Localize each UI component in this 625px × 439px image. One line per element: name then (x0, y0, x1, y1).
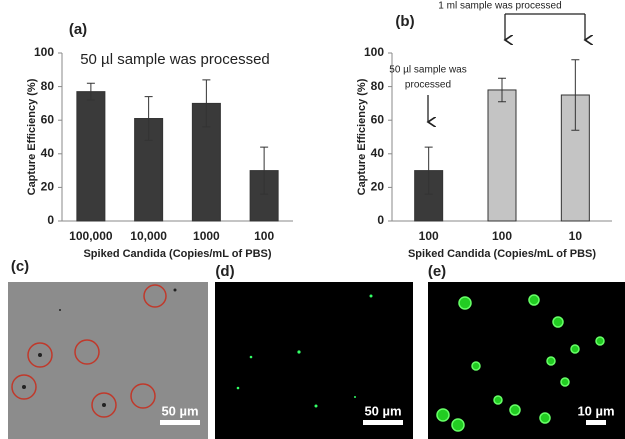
y-axis-label: Capture Efficiency (%) (26, 78, 38, 195)
y-tick-label: 80 (41, 79, 55, 93)
y-tick-label: 40 (371, 146, 385, 160)
x-tick-label: 10,000 (130, 229, 167, 243)
panel-label: (a) (69, 21, 87, 38)
error-bar (498, 77, 506, 103)
y-tick-label: 20 (41, 180, 55, 194)
image-c (8, 282, 208, 439)
error-bar (144, 96, 153, 141)
annotation: 50 µl sample was processed (80, 51, 270, 68)
annotation: 1 ml sample was processed (438, 1, 561, 12)
error-bar (424, 146, 433, 195)
error-bar (202, 79, 211, 128)
y-tick-label: 100 (34, 45, 54, 59)
bar (76, 91, 106, 222)
panel-label: (d) (215, 263, 234, 280)
x-tick-label: 1000 (193, 229, 220, 243)
x-tick-label: 100 (419, 229, 439, 243)
y-tick-label: 0 (47, 213, 54, 227)
x-axis-label: Spiked Candida (Copies/mL of PBS) (408, 248, 596, 260)
y-tick-label: 60 (371, 112, 385, 126)
y-tick-label: 20 (371, 180, 385, 194)
error-bar (260, 146, 269, 195)
x-tick-label: 100 (492, 229, 512, 243)
x-tick-label: 100,000 (69, 229, 113, 243)
error-bar (86, 82, 95, 101)
image-e (428, 282, 625, 439)
panel-label: (b) (395, 13, 414, 30)
y-tick-label: 0 (377, 213, 384, 227)
bar (487, 89, 517, 222)
panel-label: (e) (428, 263, 446, 280)
y-tick-label: 80 (371, 79, 385, 93)
scale-bar-label: 50 µm (161, 403, 198, 418)
x-tick-label: 100 (254, 229, 274, 243)
y-tick-label: 60 (41, 112, 55, 126)
image-d (215, 282, 413, 439)
y-tick-label: 100 (364, 45, 384, 59)
y-tick-label: 40 (41, 146, 55, 160)
annotation: processed (405, 80, 451, 91)
annotation: 50 µl sample was (389, 65, 466, 76)
scale-bar-label: 10 µm (577, 403, 614, 418)
panel-label: (c) (11, 258, 29, 275)
error-bar (571, 59, 580, 131)
scale-bar-label: 50 µm (364, 403, 401, 418)
x-axis-label: Spiked Candida (Copies/mL of PBS) (83, 248, 271, 260)
x-tick-label: 10 (569, 229, 583, 243)
y-axis-label: Capture Efficiency (%) (356, 78, 368, 195)
